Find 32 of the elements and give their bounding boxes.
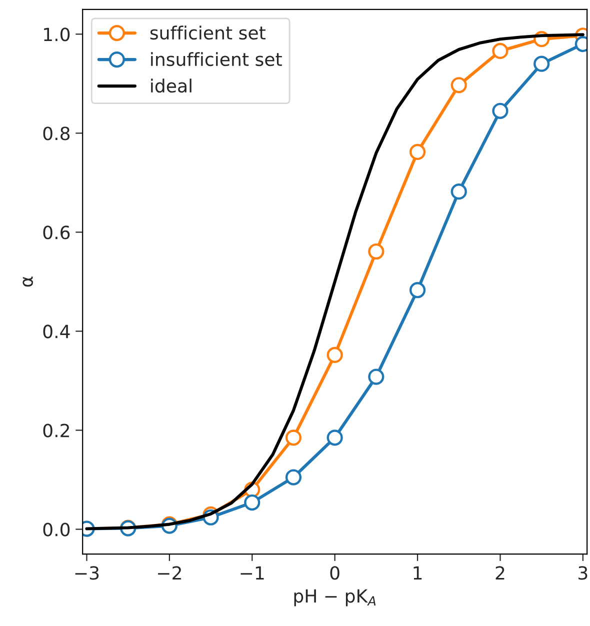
point — [285, 469, 302, 486]
point — [368, 243, 384, 260]
point — [326, 430, 343, 446]
point — [450, 184, 467, 200]
point — [409, 282, 426, 298]
y-tick-label: 0.8 — [43, 126, 70, 140]
y-tick-label: 0.2 — [43, 424, 69, 438]
legend-label: insufficient set — [151, 52, 282, 66]
point — [534, 56, 550, 72]
y-tick-label: 1.0 — [44, 28, 70, 42]
y-tick-label: 0.6 — [43, 226, 70, 240]
point — [326, 346, 343, 364]
x-tick-label: 2 — [496, 566, 504, 580]
x-tick-label: 1 — [414, 566, 422, 580]
y-tick-label: 0.4 — [43, 324, 70, 338]
x-tick-label: −2 — [158, 566, 181, 580]
x-tick-label: 3 — [578, 566, 588, 580]
point — [368, 368, 384, 385]
legend-label: sufficient set — [150, 26, 266, 40]
x-tick-label: −1 — [240, 566, 264, 580]
point — [492, 42, 508, 60]
point — [244, 494, 260, 511]
point — [450, 77, 467, 94]
point — [409, 144, 426, 160]
point — [285, 430, 302, 446]
y-tick-label: 0.0 — [43, 522, 70, 536]
x-tick-label: 0 — [330, 566, 340, 580]
legend-label: ideal — [151, 78, 192, 93]
x-axis-title: pH − pK$_{A}$ — [294, 589, 376, 606]
x-tick-label: −3 — [75, 566, 99, 580]
y-axis-title: α — [22, 276, 33, 287]
point — [492, 102, 508, 119]
